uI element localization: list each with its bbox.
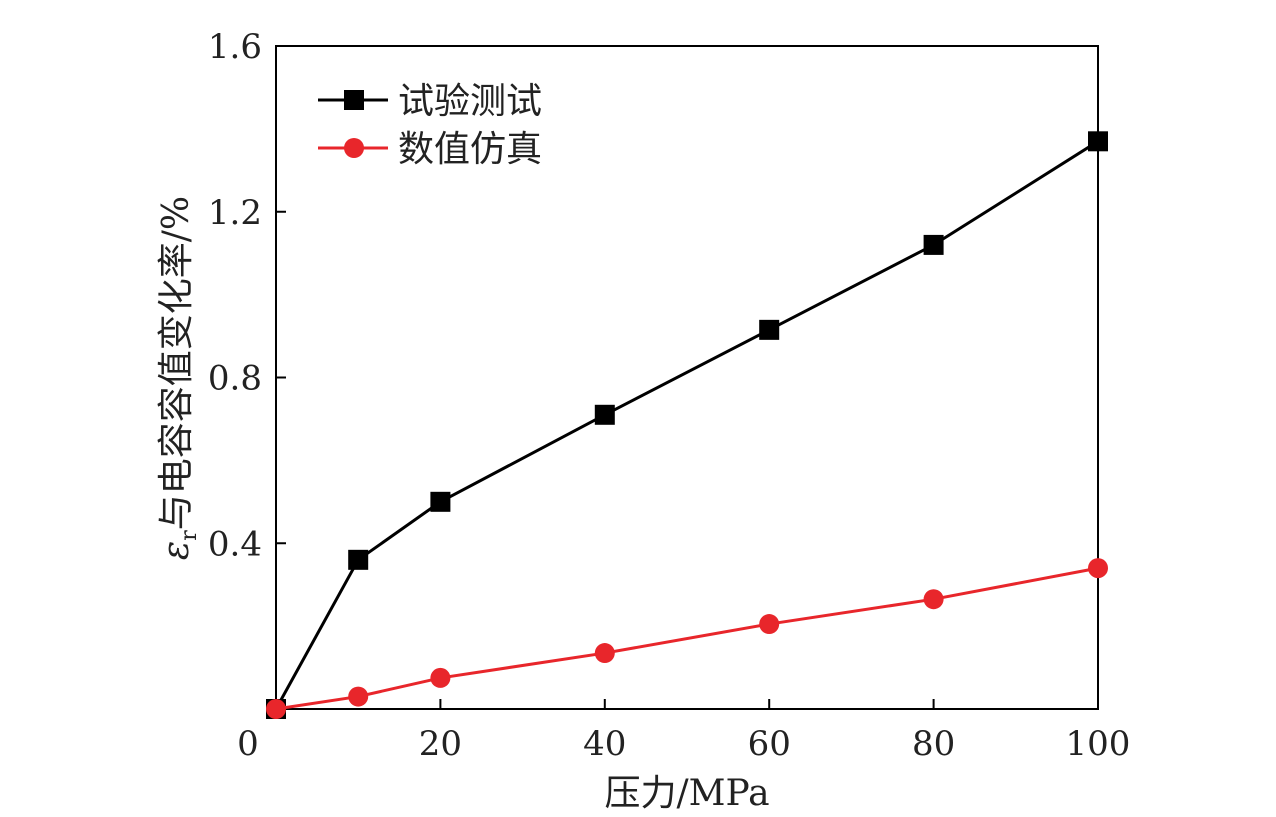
legend-marker-sim: [344, 138, 364, 158]
y-tick-label: 0.4: [208, 524, 262, 564]
data-point: [923, 234, 944, 255]
legend-marker-test: [344, 90, 364, 110]
legend-label-sim: 数值仿真: [398, 129, 542, 170]
x-tick-label: 60: [748, 724, 791, 764]
data-point: [594, 643, 615, 664]
y-axis-title-text: 与电容容值变化率/%: [156, 196, 197, 530]
legend-entry-test: 试验测试: [318, 81, 542, 122]
data-point: [430, 667, 451, 688]
y-axis-title: εr与电容容值变化率/%: [156, 196, 202, 560]
data-point: [594, 404, 615, 425]
x-axis-title: 压力/MPa: [604, 773, 769, 814]
series-line-1: [275, 566, 1099, 711]
data-point: [759, 319, 780, 340]
series-layer: [266, 131, 1108, 719]
x-axis-ticks: 0 20 40 60 80 100: [237, 699, 1130, 764]
series-line-0: [274, 140, 1099, 710]
data-point: [1088, 131, 1108, 152]
y-axis-title-symbol: ε: [156, 541, 197, 560]
y-tick-label: 1.2: [208, 193, 262, 233]
y-tick-label: 0.8: [208, 359, 262, 399]
x-tick-label: 0: [237, 724, 259, 764]
x-tick-label: 100: [1066, 724, 1131, 764]
data-point: [1088, 558, 1108, 579]
y-tick-label: 1.6: [208, 27, 262, 67]
data-point: [430, 491, 451, 512]
y-axis-ticks: 0.4 0.8 1.2 1.6: [208, 27, 286, 564]
legend-label-test: 试验测试: [398, 81, 542, 122]
legend-entry-sim: 数值仿真: [318, 129, 542, 170]
x-tick-label: 20: [419, 724, 462, 764]
legend: 试验测试 数值仿真: [318, 81, 542, 170]
x-tick-label: 40: [583, 724, 626, 764]
x-tick-label: 80: [912, 724, 955, 764]
data-point: [348, 686, 369, 707]
data-point: [266, 699, 286, 719]
y-axis-title-subscript: r: [177, 530, 202, 541]
data-point: [923, 589, 944, 610]
data-point: [348, 549, 369, 570]
data-point: [759, 614, 780, 635]
